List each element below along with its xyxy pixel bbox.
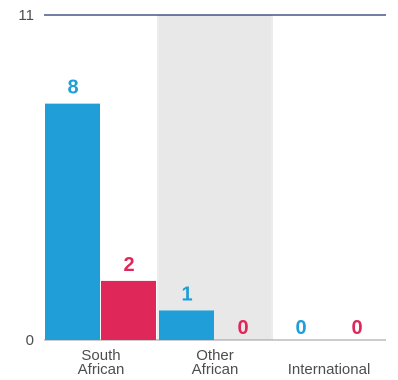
- y-tick-label: 0: [26, 332, 34, 349]
- bar-value-label: 8: [67, 77, 78, 99]
- bar-value-label: 0: [237, 317, 248, 339]
- y-tick-label: 11: [18, 7, 34, 24]
- bar-value-label: 1: [181, 283, 192, 305]
- x-category-label: South African: [78, 347, 125, 378]
- bar-value-label: 0: [351, 317, 362, 339]
- bar-value-label: 2: [123, 254, 134, 276]
- bar: [159, 310, 214, 340]
- bar-value-label: 0: [295, 317, 306, 339]
- bar: [101, 280, 156, 340]
- x-category-label: International: [288, 361, 371, 378]
- x-category-label: Other African: [192, 347, 239, 378]
- highlight-band: [159, 15, 271, 340]
- bar: [45, 103, 100, 341]
